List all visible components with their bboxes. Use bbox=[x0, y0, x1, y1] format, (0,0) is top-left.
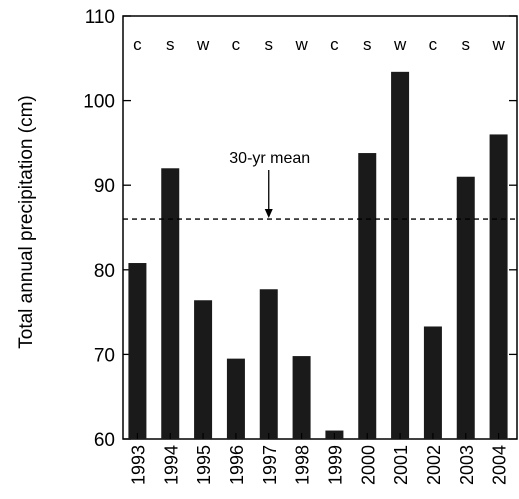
plot-border bbox=[122, 15, 518, 440]
y-tick-label: 90 bbox=[94, 176, 115, 197]
bar bbox=[226, 358, 245, 439]
bar bbox=[489, 134, 508, 439]
bar bbox=[423, 326, 442, 439]
x-tick-label: 1995 bbox=[194, 445, 214, 485]
y-tick-label: 100 bbox=[83, 92, 115, 113]
x-tick-label: 1997 bbox=[260, 445, 280, 485]
season-label: w bbox=[491, 35, 505, 54]
x-tick-label: 1994 bbox=[161, 445, 181, 485]
season-label: c bbox=[133, 35, 142, 54]
y-axis-ticks: 60 70 80 90 100 110 bbox=[83, 7, 517, 451]
bar bbox=[194, 300, 213, 439]
bar bbox=[391, 71, 410, 439]
y-tick-label: 60 bbox=[94, 430, 115, 451]
y-tick-label: 80 bbox=[94, 261, 115, 282]
x-tick-label: 1999 bbox=[325, 445, 345, 485]
y-tick-label: 110 bbox=[85, 7, 115, 28]
season-label: w bbox=[294, 35, 308, 54]
bar bbox=[292, 356, 311, 439]
y-axis-label: Total annual precipitation (cm) bbox=[16, 95, 37, 348]
mean-arrow-head bbox=[264, 209, 273, 219]
x-axis-labels: 1993 1994 1995 1996 1997 1998 1999 2000 2001 2002… bbox=[128, 445, 509, 485]
season-label: w bbox=[393, 35, 407, 54]
x-tick-label: 1996 bbox=[227, 445, 247, 485]
season-label: s bbox=[462, 35, 471, 54]
plot-frame bbox=[122, 15, 518, 440]
season-label: c bbox=[429, 35, 438, 54]
bar bbox=[358, 153, 377, 439]
bar bbox=[456, 176, 475, 440]
season-label: c bbox=[330, 35, 339, 54]
x-tick-label: 2000 bbox=[358, 445, 378, 485]
season-label: s bbox=[363, 35, 372, 54]
season-label: c bbox=[232, 35, 241, 54]
mean-reference: 30-yr mean bbox=[123, 150, 517, 220]
x-tick-label: 2004 bbox=[490, 445, 510, 485]
mean-label: 30-yr mean bbox=[229, 150, 310, 167]
x-tick-label: 2001 bbox=[391, 445, 411, 485]
x-tick-label: 2003 bbox=[457, 445, 477, 485]
season-label: s bbox=[265, 35, 274, 54]
x-tick-label: 1993 bbox=[128, 445, 148, 485]
bar bbox=[161, 168, 180, 439]
bar bbox=[259, 289, 278, 439]
x-tick-label: 2002 bbox=[424, 445, 444, 485]
season-label: s bbox=[166, 35, 175, 54]
x-tick-label: 1998 bbox=[293, 445, 313, 485]
season-label: w bbox=[196, 35, 210, 54]
bar-series bbox=[128, 71, 508, 440]
bar bbox=[128, 263, 147, 439]
y-tick-label: 70 bbox=[94, 345, 115, 366]
